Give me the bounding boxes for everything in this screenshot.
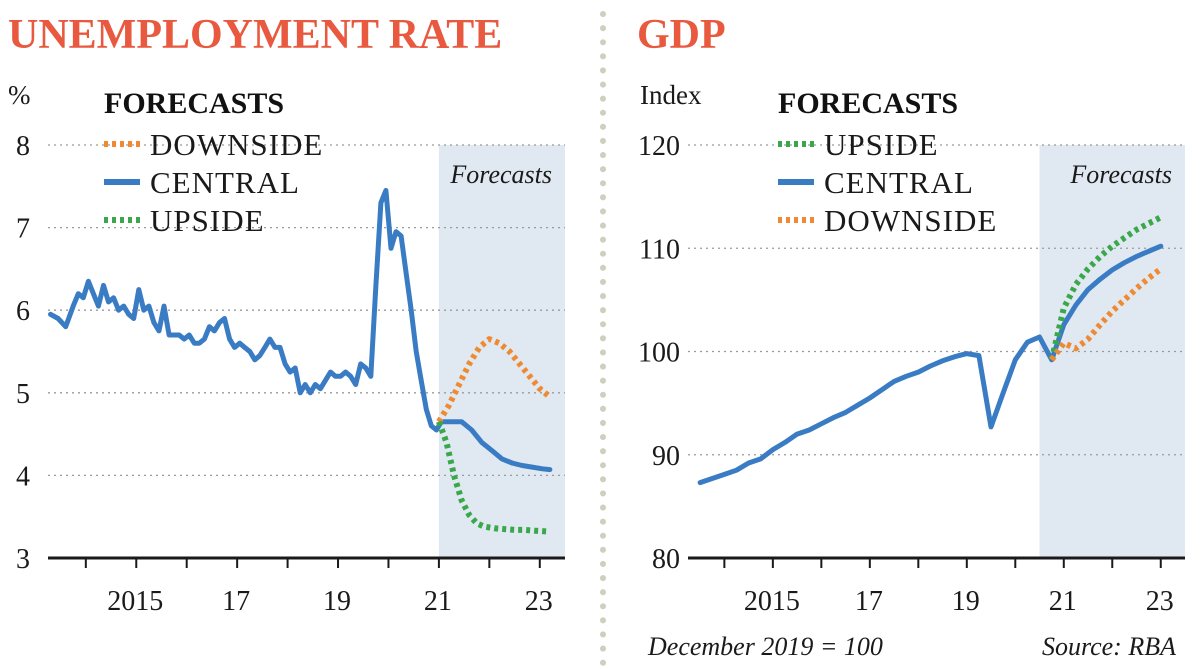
gridlines <box>48 144 565 477</box>
legend-label-upside: UPSIDE <box>150 203 265 238</box>
gridlines <box>688 144 1185 456</box>
x-axis: 2015 17 19 21 23 <box>723 558 1174 617</box>
legend: FORECASTS DOWNSIDE CENTRAL UPSIDE <box>104 87 323 238</box>
y-axis: 80 90 100 110 120 <box>638 131 680 575</box>
series-line-central <box>48 187 553 473</box>
legend-title: FORECASTS <box>104 87 284 120</box>
gdp-panel: 2015 17 19 21 23 80 90 100 110 120 GDP Index For… <box>637 12 1185 617</box>
y-axis: 3 4 5 6 7 8 <box>16 131 30 575</box>
x-tick-label: 2015 <box>107 586 163 617</box>
y-tick-label: 3 <box>16 544 30 575</box>
x-tick-label: 21 <box>424 586 452 617</box>
x-axis: 2015 17 19 21 23 <box>84 558 553 617</box>
legend-label-central: CENTRAL <box>824 165 974 200</box>
footer-note: December 2019 = 100 <box>647 632 883 661</box>
series-group <box>697 214 1164 486</box>
x-tick-label: 23 <box>525 586 553 617</box>
y-tick-label: 4 <box>16 461 30 492</box>
legend-label-central: CENTRAL <box>150 165 300 200</box>
legend-label-upside: UPSIDE <box>824 127 939 162</box>
y-tick-label: 8 <box>16 131 30 162</box>
x-tick-label: 19 <box>323 586 351 617</box>
y-axis-unit: % <box>8 80 31 110</box>
y-axis-unit: Index <box>640 80 702 110</box>
y-tick-label: 80 <box>652 544 680 575</box>
y-tick-label: 6 <box>16 296 30 327</box>
y-tick-label: 7 <box>16 214 30 245</box>
forecast-band <box>438 145 565 558</box>
x-tick-label: 2015 <box>744 586 800 617</box>
x-tick-label: 19 <box>952 586 980 617</box>
chart-title: GDP <box>637 12 726 58</box>
series-line-downside <box>1049 266 1163 362</box>
y-tick-label: 110 <box>639 234 680 265</box>
y-tick-label: 100 <box>638 338 680 369</box>
x-tick-label: 23 <box>1146 586 1174 617</box>
series-line-central <box>697 243 1164 486</box>
y-tick-label: 120 <box>638 131 680 162</box>
legend-label-downside: DOWNSIDE <box>150 127 323 162</box>
series-group <box>48 187 553 535</box>
legend-label-downside: DOWNSIDE <box>824 203 997 238</box>
source-note: Source: RBA <box>1042 632 1176 661</box>
x-tick-label: 21 <box>1049 586 1077 617</box>
legend-title: FORECASTS <box>778 87 958 120</box>
y-tick-label: 90 <box>652 441 680 472</box>
forecast-band <box>1039 145 1185 558</box>
x-tick-label: 17 <box>855 586 883 617</box>
chart-title: UNEMPLOYMENT RATE <box>8 12 502 58</box>
forecast-band-label: Forecasts <box>449 160 552 189</box>
x-tick-label: 17 <box>222 586 250 617</box>
legend: FORECASTS UPSIDE CENTRAL DOWNSIDE <box>778 87 997 238</box>
forecast-band-label: Forecasts <box>1069 160 1172 189</box>
series-line-upside <box>1048 214 1163 361</box>
y-tick-label: 5 <box>16 379 30 410</box>
